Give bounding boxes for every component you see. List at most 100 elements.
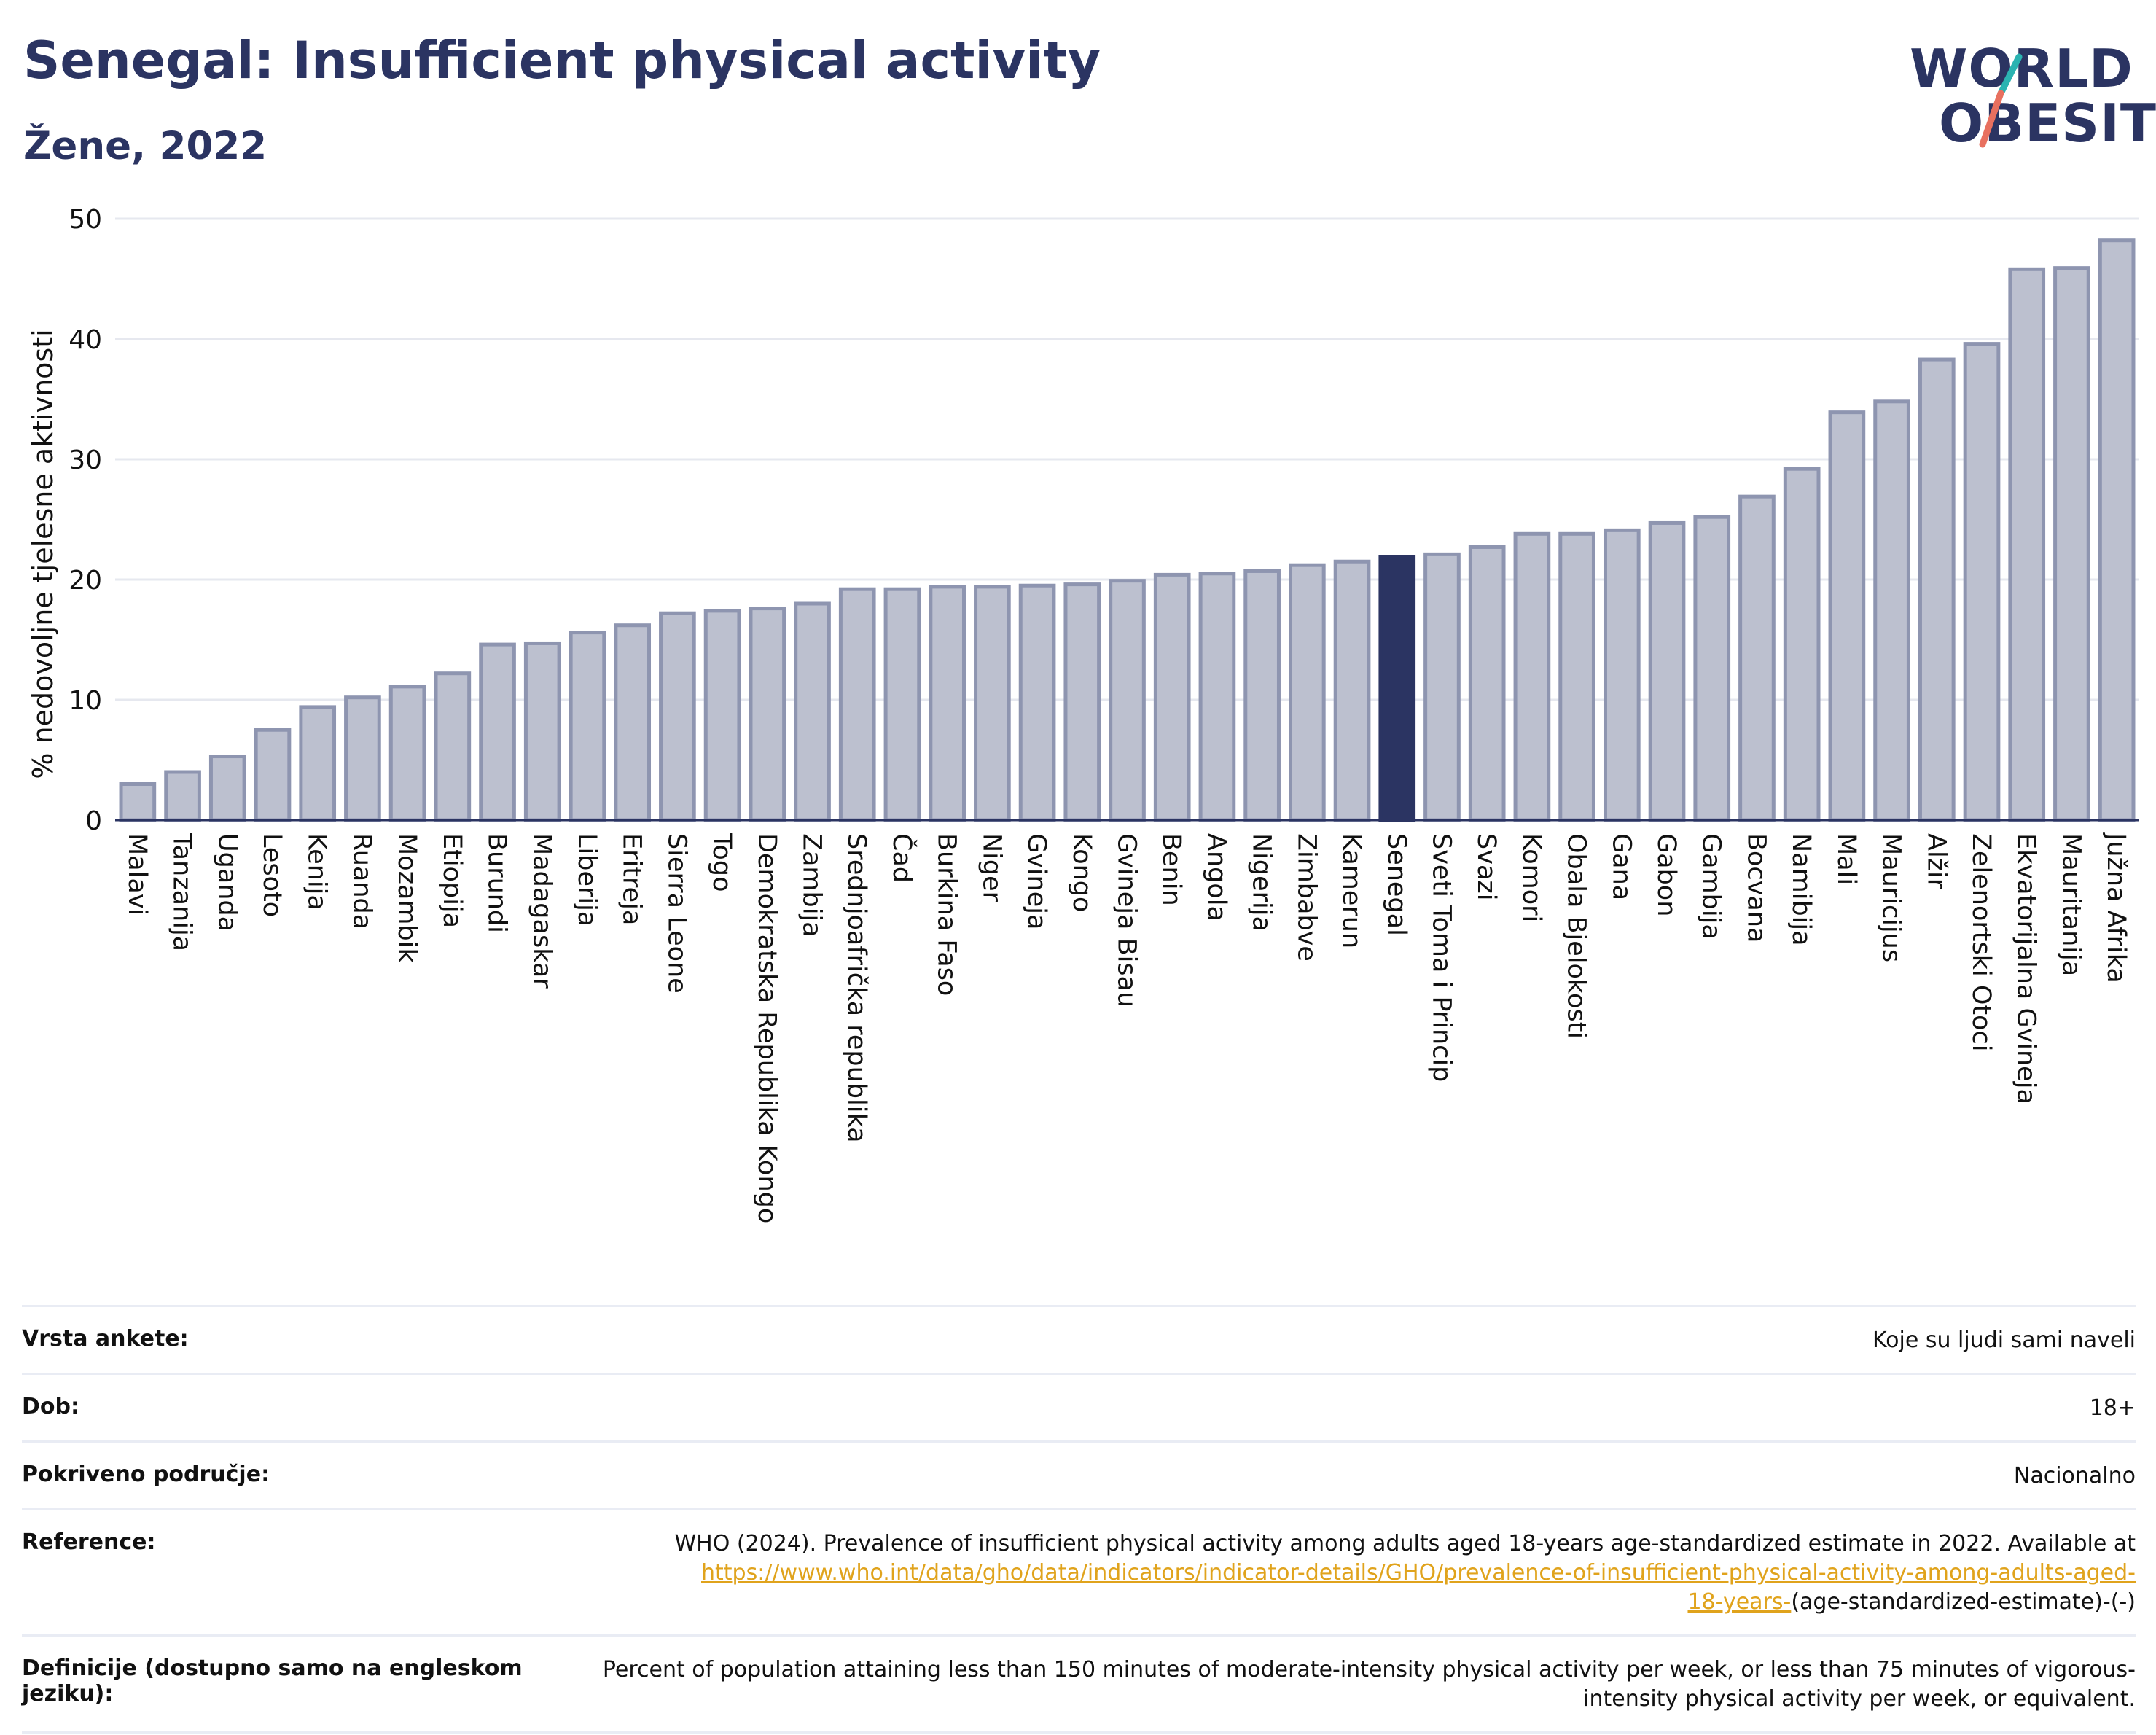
x-tick-label: Gvineja Bisau <box>1112 833 1141 1007</box>
bar[interactable] <box>1918 357 1956 822</box>
x-tick-label: Alžir <box>1921 833 1950 889</box>
page-subtitle: Žene, 2022 <box>23 124 267 168</box>
x-tick-label: Kongo <box>1067 833 1096 912</box>
reference-link-continued[interactable]: 18-years- <box>1687 1589 1792 1615</box>
bar[interactable] <box>208 755 246 822</box>
x-tick-label: Malavi <box>122 833 152 916</box>
bar[interactable] <box>1828 410 1866 822</box>
age-label: Dob: <box>22 1394 79 1419</box>
bar[interactable] <box>1333 559 1371 822</box>
bar[interactable] <box>2008 267 2046 822</box>
x-tick-label: Gambija <box>1697 833 1726 940</box>
world-obesity-logo[interactable]: WORLD OBESITY <box>1895 35 2156 159</box>
bar[interactable] <box>2053 266 2090 822</box>
bar-highlight[interactable] <box>1378 555 1416 822</box>
info-row-reference: Reference: WHO (2024). Prevalence of ins… <box>22 1509 2136 1636</box>
bar[interactable] <box>523 641 561 822</box>
x-tick-label: Zambija <box>797 833 827 937</box>
survey-type-value: Koje su ljudi sami naveli <box>1872 1327 2136 1353</box>
bar[interactable] <box>1153 572 1191 822</box>
page-title: Senegal: Insufficient physical activity <box>23 31 1101 90</box>
x-tick-label: Kenija <box>302 833 332 911</box>
x-tick-label: Tanzanija <box>168 833 197 951</box>
coverage-value: Nacionalno <box>2013 1463 2136 1489</box>
x-tick-label: Liberija <box>572 833 601 927</box>
reference-link[interactable]: https://www.who.int/data/gho/data/indica… <box>701 1560 2136 1586</box>
bar[interactable] <box>299 705 337 822</box>
bar[interactable] <box>1603 528 1641 822</box>
info-row-survey-type: Vrsta ankete: Koje su ljudi sami naveli <box>22 1306 2136 1374</box>
bar-chart: 0 10 20 30 40 50 Malavi Tanzanija Uganda Lesoto Ke… <box>27 205 2139 1223</box>
x-tick-label: Bocvana <box>1741 833 1770 943</box>
bar[interactable] <box>1289 563 1326 822</box>
x-tick-label: Čad <box>887 833 918 883</box>
x-tick-label: Burundi <box>483 833 512 933</box>
bar[interactable] <box>614 623 652 822</box>
logo-text-obesity: OBESITY <box>1939 93 2156 154</box>
bar[interactable] <box>254 728 292 822</box>
bar[interactable] <box>2098 238 2136 822</box>
x-tick-label: Namibija <box>1786 833 1816 946</box>
axes: 0 10 20 30 40 50 Malavi Tanzanija Uganda Lesoto Ke… <box>69 205 2139 1223</box>
definitions-value: Percent of population attaining less tha… <box>602 1657 2136 1712</box>
x-tick-label: Svazi <box>1472 833 1501 900</box>
bar[interactable] <box>1873 399 1910 822</box>
x-tick-label: Uganda <box>212 833 241 932</box>
info-row-coverage: Pokriveno područje: Nacionalno <box>22 1441 2136 1510</box>
x-tick-label: Angola <box>1202 833 1231 921</box>
x-tick-label: Benin <box>1157 833 1186 906</box>
bar[interactable] <box>1648 520 1686 822</box>
x-tick-label: Komori <box>1517 833 1546 922</box>
x-tick-label: Senegal <box>1382 833 1411 936</box>
bar[interactable] <box>1783 467 1821 822</box>
y-tick-label: 0 <box>85 806 102 836</box>
bar[interactable] <box>119 782 157 822</box>
bar[interactable] <box>929 585 966 822</box>
bar[interactable] <box>1558 531 1595 822</box>
bar[interactable] <box>1738 494 1776 822</box>
bar[interactable] <box>883 587 921 822</box>
x-tick-label: Lesoto <box>257 833 286 917</box>
x-tick-label: Sveti Toma i Princip <box>1426 833 1456 1082</box>
bar[interactable] <box>974 585 1011 822</box>
x-tick-label: Nigerija <box>1247 833 1276 932</box>
bar[interactable] <box>1513 531 1551 822</box>
x-tick-label: Kamerun <box>1337 833 1366 948</box>
bar[interactable] <box>1963 342 2001 822</box>
x-tick-label: Obala Bjelokosti <box>1562 833 1591 1039</box>
x-tick-label: Gana <box>1606 833 1636 900</box>
bar[interactable] <box>1018 583 1056 822</box>
logo-text-world: WORLD <box>1910 38 2133 99</box>
x-tick-label: Mozambik <box>392 833 421 963</box>
bar[interactable] <box>388 685 426 822</box>
bar[interactable] <box>749 607 786 822</box>
y-tick-label: 40 <box>69 325 102 355</box>
bar[interactable] <box>344 695 381 822</box>
definitions-label: Definicije (dostupno samo na engleskom j… <box>22 1656 523 1707</box>
age-value: 18+ <box>2089 1395 2136 1421</box>
bar[interactable] <box>479 642 516 822</box>
bar[interactable] <box>1243 569 1281 822</box>
bar[interactable] <box>838 587 876 822</box>
bar[interactable] <box>1109 579 1146 822</box>
bar[interactable] <box>794 601 831 822</box>
info-table: Vrsta ankete: Koje su ljudi sami naveli … <box>22 1305 2136 1734</box>
x-tick-label: Zelenortski Otoci <box>1966 833 1996 1051</box>
reference-label: Reference: <box>22 1529 156 1555</box>
survey-type-label: Vrsta ankete: <box>22 1326 189 1352</box>
bar[interactable] <box>1693 515 1731 822</box>
x-tick-label: Burkina Faso <box>932 833 961 996</box>
bar[interactable] <box>1468 545 1506 822</box>
bar[interactable] <box>1063 582 1101 822</box>
bar[interactable] <box>703 609 741 822</box>
x-tick-label: Niger <box>977 833 1006 902</box>
bar[interactable] <box>659 611 696 822</box>
reference-suffix: (age-standardized-estimate)-(-) <box>1791 1589 2136 1615</box>
bar[interactable] <box>434 671 472 822</box>
bar[interactable] <box>1423 552 1461 822</box>
bar[interactable] <box>1198 572 1236 822</box>
bar[interactable] <box>164 770 201 822</box>
x-tick-label: Togo <box>707 833 736 892</box>
x-tick-label: Srednjoafrička republika <box>842 833 871 1143</box>
bar[interactable] <box>569 631 606 822</box>
